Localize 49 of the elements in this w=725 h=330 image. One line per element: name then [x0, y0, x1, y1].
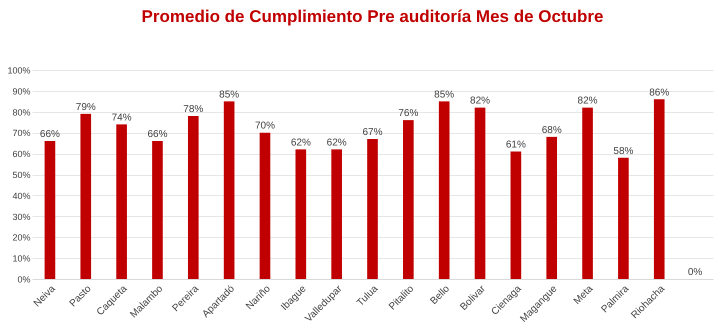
bar — [44, 141, 56, 279]
data-label: 82% — [470, 96, 490, 107]
bar — [474, 108, 486, 279]
bar — [582, 108, 593, 279]
bar — [295, 149, 306, 279]
y-tick-label: 100% — [7, 66, 30, 76]
y-tick-label: 40% — [12, 190, 30, 201]
y-tick-label: 0% — [17, 274, 30, 284]
data-label: 67% — [362, 126, 383, 138]
data-label: 62% — [290, 137, 311, 148]
chart-title: Promedio de Cumplimiento Pre auditoría Mes de Octubre — [142, 7, 604, 26]
bar — [80, 114, 92, 279]
data-label: 79% — [76, 102, 96, 113]
bar — [654, 99, 665, 279]
data-label: 74% — [112, 112, 132, 124]
data-label: 82% — [578, 96, 598, 107]
bar — [152, 141, 163, 279]
data-label: 62% — [326, 137, 347, 148]
bar — [116, 124, 127, 279]
data-label: 86% — [649, 87, 670, 98]
y-tick-label: 50% — [12, 170, 30, 180]
data-label: 58% — [613, 146, 634, 157]
y-tick-label: 30% — [12, 212, 30, 222]
y-tick-label: 60% — [12, 149, 30, 160]
data-label: 68% — [542, 124, 562, 136]
data-label: 66% — [147, 129, 168, 140]
bar — [546, 136, 558, 279]
data-label: 61% — [506, 140, 526, 151]
data-label: 0% — [688, 267, 702, 278]
y-tick-label: 10% — [12, 254, 30, 264]
bar — [510, 152, 522, 279]
bar — [331, 149, 342, 279]
bar — [403, 120, 414, 279]
bar — [438, 101, 450, 279]
bar — [260, 132, 270, 279]
bar — [618, 158, 629, 279]
data-label: 85% — [219, 89, 240, 100]
bar — [367, 138, 378, 279]
y-tick-label: 20% — [12, 232, 30, 243]
data-label: 70% — [254, 120, 276, 132]
bar — [188, 116, 199, 279]
y-tick-label: 90% — [12, 86, 30, 96]
data-label: 78% — [183, 104, 204, 115]
data-label: 85% — [434, 89, 454, 100]
y-tick-label: 80% — [12, 107, 30, 118]
y-tick-label: 70% — [12, 128, 30, 138]
data-label: 66% — [40, 129, 60, 140]
data-label: 76% — [398, 108, 418, 120]
bar — [224, 101, 234, 279]
